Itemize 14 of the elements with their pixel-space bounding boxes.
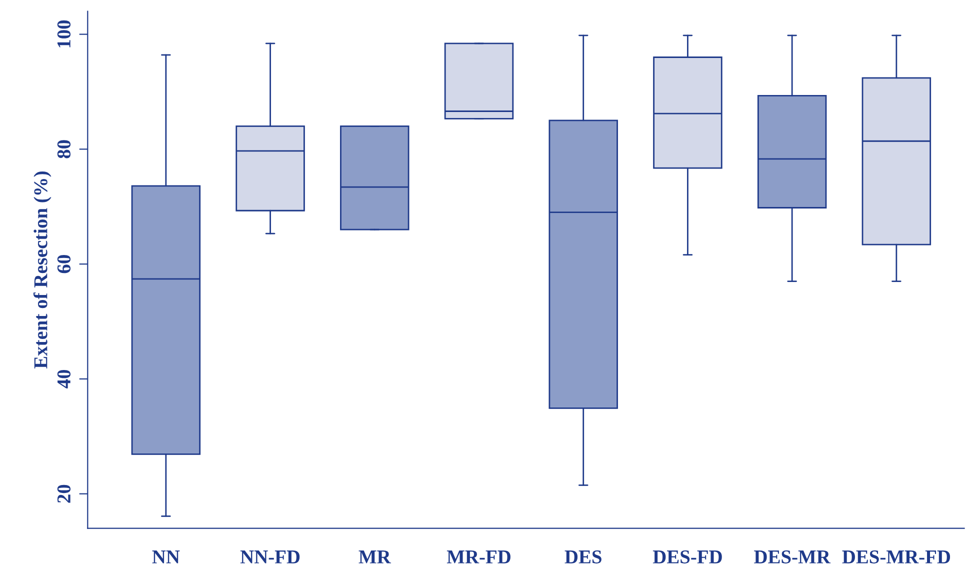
y-tick-label: 80	[57, 140, 71, 158]
y-axis-title: Extent of Resection (%)	[33, 172, 52, 369]
x-tick-label: DES	[564, 550, 602, 564]
y-tick-label: 100	[57, 20, 71, 48]
y-tick-label: 60	[57, 255, 71, 274]
y-tick-label: 20	[57, 484, 71, 503]
x-tick-label: DES-MR	[754, 550, 831, 564]
x-tick-label: MR	[358, 550, 392, 564]
x-tick-label: NN-FD	[240, 550, 300, 564]
x-tick-label: DES-FD	[652, 550, 722, 564]
x-tick-label: NN	[152, 550, 180, 564]
x-tick-label: DES-MR-FD	[842, 550, 950, 564]
x-tick-label: MR-FD	[446, 550, 510, 564]
y-tick-label: 40	[57, 370, 71, 388]
